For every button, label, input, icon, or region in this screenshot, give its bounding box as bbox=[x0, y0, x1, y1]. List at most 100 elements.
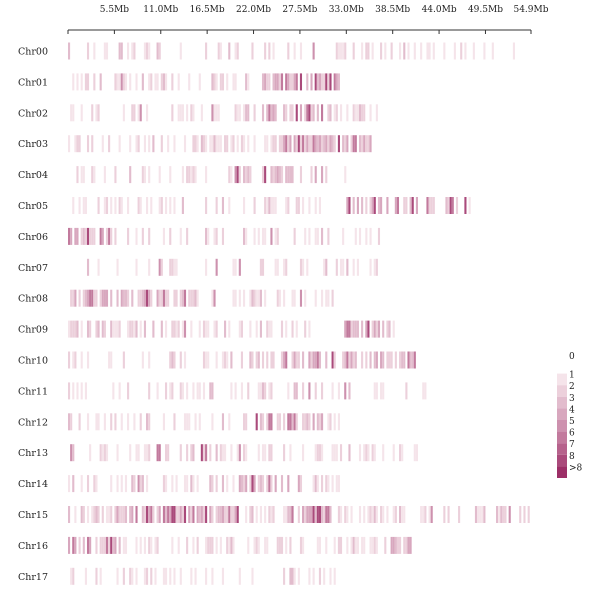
density-bin bbox=[70, 289, 73, 307]
density-bin bbox=[270, 135, 273, 153]
x-tick-label: 16.5Mb bbox=[190, 5, 225, 15]
density-bin bbox=[268, 104, 271, 122]
density-bin bbox=[302, 258, 305, 276]
density-bin bbox=[350, 506, 353, 523]
density-bin bbox=[139, 289, 142, 307]
density-bin bbox=[318, 536, 322, 554]
density-bin bbox=[415, 444, 418, 462]
density-bin bbox=[270, 351, 273, 369]
density-bin bbox=[325, 289, 328, 307]
density-bin bbox=[424, 382, 427, 400]
density-bin bbox=[186, 475, 189, 493]
density-bin bbox=[257, 382, 260, 400]
density-bin bbox=[162, 73, 165, 91]
density-bin bbox=[158, 258, 161, 276]
density-bin bbox=[316, 73, 319, 91]
density-bin bbox=[118, 197, 121, 214]
density-bin bbox=[295, 382, 298, 400]
density-bin bbox=[226, 506, 229, 523]
density-bin bbox=[183, 289, 187, 307]
density-bin bbox=[76, 227, 79, 245]
density-bin bbox=[369, 536, 372, 554]
density-bin bbox=[221, 413, 225, 431]
density-bin bbox=[190, 506, 193, 523]
density-bin bbox=[352, 42, 355, 60]
density-bin bbox=[365, 444, 368, 462]
density-bin bbox=[89, 444, 92, 462]
x-tick-label: 54.9Mb bbox=[513, 5, 548, 15]
density-bin bbox=[164, 475, 168, 493]
density-bin bbox=[352, 258, 355, 276]
density-bin bbox=[323, 567, 326, 585]
density-bin bbox=[299, 289, 303, 307]
density-bin bbox=[114, 73, 117, 91]
density-bin bbox=[257, 227, 260, 245]
density-bin bbox=[181, 166, 184, 184]
density-bin bbox=[219, 73, 222, 91]
density-bin bbox=[86, 506, 90, 523]
density-bin bbox=[382, 320, 385, 338]
density-bin bbox=[232, 475, 235, 493]
density-bin bbox=[243, 104, 246, 122]
density-bin bbox=[337, 73, 340, 91]
x-axis: 5.5Mb 11.0Mb 16.5Mb 22.0Mb 27.5Mb 33.0Mb 38.5M… bbox=[67, 5, 549, 34]
density-bin bbox=[72, 289, 75, 307]
density-bin bbox=[354, 104, 357, 122]
chromosome-row-chr13: Chr13 bbox=[18, 444, 418, 462]
chromosome-row-chr07: Chr07 bbox=[18, 258, 378, 276]
density-bin bbox=[135, 536, 138, 554]
density-bin bbox=[321, 104, 324, 122]
density-bin bbox=[371, 536, 374, 554]
density-bin bbox=[329, 413, 332, 431]
density-bin bbox=[380, 197, 383, 214]
density-bin bbox=[367, 42, 370, 60]
density-bin bbox=[181, 506, 184, 523]
density-bin bbox=[118, 382, 121, 400]
density-bin bbox=[261, 166, 265, 184]
density-bin bbox=[289, 444, 292, 462]
density-bin bbox=[312, 475, 315, 493]
density-bin bbox=[91, 289, 94, 307]
density-bin bbox=[101, 320, 104, 338]
density-bin bbox=[333, 351, 336, 369]
density-bin bbox=[308, 104, 311, 122]
density-bin bbox=[261, 227, 265, 245]
density-bin bbox=[266, 135, 269, 153]
density-bin bbox=[280, 73, 284, 91]
density-bin bbox=[348, 351, 351, 369]
density-bin bbox=[304, 506, 307, 523]
density-bin bbox=[274, 73, 277, 91]
density-bin bbox=[373, 506, 376, 523]
density-bin bbox=[380, 42, 383, 60]
density-bin bbox=[116, 567, 119, 585]
density-bin bbox=[171, 506, 174, 523]
density-bin bbox=[232, 258, 235, 276]
density-bin bbox=[190, 166, 193, 184]
density-bin bbox=[500, 506, 503, 523]
density-bin bbox=[257, 351, 260, 369]
density-bin bbox=[213, 320, 216, 338]
density-bin bbox=[278, 413, 281, 431]
density-bin bbox=[333, 536, 336, 554]
density-bin bbox=[321, 506, 324, 523]
density-bin bbox=[261, 444, 265, 462]
density-bin bbox=[215, 351, 218, 369]
density-bin bbox=[74, 289, 77, 307]
density-bin bbox=[291, 351, 294, 369]
density-bin bbox=[272, 197, 275, 214]
density-bin bbox=[103, 536, 106, 554]
density-bin bbox=[386, 197, 389, 214]
density-bin bbox=[314, 475, 317, 493]
density-bin bbox=[428, 42, 431, 60]
density-bin bbox=[122, 351, 125, 369]
density-bin bbox=[131, 104, 134, 122]
density-bin bbox=[219, 506, 222, 523]
density-bin bbox=[114, 320, 117, 338]
density-bin bbox=[270, 413, 273, 431]
density-bin bbox=[173, 506, 176, 523]
density-bin bbox=[120, 73, 123, 91]
density-bin bbox=[202, 320, 206, 338]
density-bin bbox=[167, 444, 170, 462]
density-bin bbox=[158, 506, 161, 523]
density-bin bbox=[205, 227, 208, 245]
